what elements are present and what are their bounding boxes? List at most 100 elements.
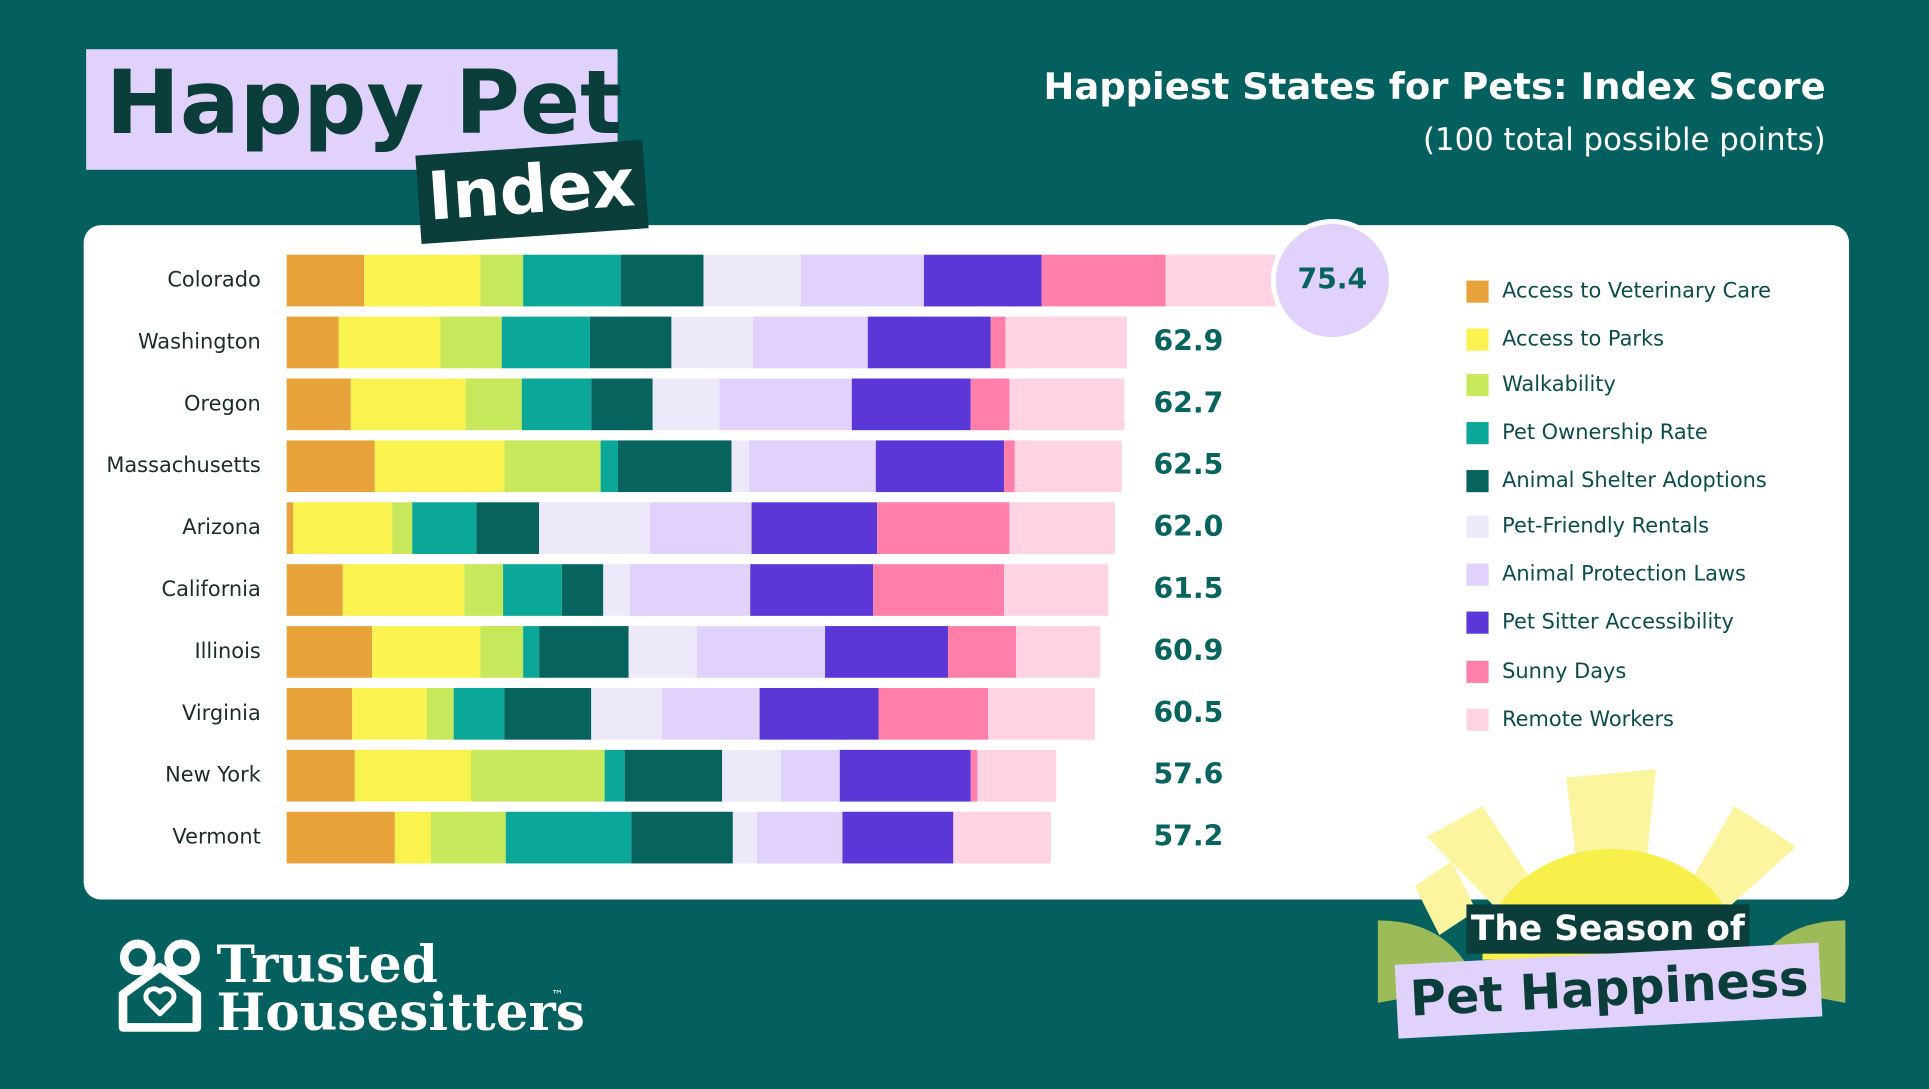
bar-segment bbox=[600, 440, 618, 493]
total-label: 61.5 bbox=[1154, 572, 1224, 605]
bar-segment bbox=[748, 440, 876, 493]
title: Happy Pet bbox=[106, 51, 623, 154]
chart-subtitle: (100 total possible points) bbox=[1423, 122, 1826, 158]
bar-segment bbox=[750, 564, 874, 616]
bar-segment bbox=[591, 687, 663, 740]
bar-segment bbox=[756, 811, 843, 864]
bar-segment bbox=[1004, 564, 1109, 616]
bar-segment bbox=[430, 811, 506, 864]
bar-segment bbox=[464, 564, 504, 616]
bar-segment bbox=[476, 502, 540, 554]
bar-segment bbox=[286, 378, 351, 431]
bar-segment bbox=[878, 687, 989, 740]
bar-segment bbox=[440, 316, 502, 369]
bar-segment bbox=[286, 749, 355, 802]
bar-segment bbox=[650, 502, 752, 554]
bar-segment bbox=[990, 316, 1006, 369]
category-label: Oregon bbox=[184, 391, 261, 415]
bar-segment bbox=[503, 564, 562, 616]
bar-segment bbox=[480, 254, 524, 307]
bar-segment bbox=[1009, 378, 1125, 431]
bar-segment bbox=[426, 687, 454, 740]
bar-segment bbox=[604, 749, 625, 802]
badge-line1: The Season of bbox=[1471, 909, 1746, 949]
bar-segment bbox=[1016, 626, 1101, 678]
category-label: California bbox=[162, 577, 261, 601]
bar-segment bbox=[523, 626, 540, 678]
trademark: ™ bbox=[551, 988, 563, 1002]
legend-label: Access to Veterinary Care bbox=[1502, 279, 1771, 303]
legend: Access to Veterinary Care Access to Parks… bbox=[1466, 279, 1771, 731]
legend-swatch bbox=[1466, 470, 1489, 493]
category-label: Arizona bbox=[182, 515, 261, 539]
bar-segment bbox=[631, 811, 733, 864]
category-label: New York bbox=[165, 763, 262, 787]
bar-segment bbox=[801, 254, 924, 307]
bar-segment bbox=[504, 687, 592, 740]
category-label: Illinois bbox=[194, 639, 260, 663]
bar-segment bbox=[923, 254, 1042, 307]
legend-label: Pet-Friendly Rentals bbox=[1502, 514, 1709, 538]
legend-swatch bbox=[1466, 422, 1489, 445]
bar-segment bbox=[286, 316, 339, 369]
chart-title: Happiest States for Pets: Index Score bbox=[1043, 65, 1825, 108]
bar-segment bbox=[505, 811, 632, 864]
legend-label: Walkability bbox=[1502, 372, 1616, 396]
total-label: 57.6 bbox=[1154, 758, 1224, 791]
bar-segment bbox=[751, 502, 878, 554]
legend-label: Pet Sitter Accessibility bbox=[1502, 610, 1734, 634]
bar-segment bbox=[539, 626, 629, 678]
category-label: Virginia bbox=[182, 701, 261, 725]
bar-segment bbox=[521, 378, 592, 431]
total-label: 62.7 bbox=[1154, 386, 1224, 419]
badge-box2 bbox=[1394, 942, 1823, 1039]
bar-segment bbox=[977, 749, 1057, 802]
legend-swatch bbox=[1466, 708, 1489, 731]
bar-segment bbox=[752, 316, 868, 369]
legend-label: Sunny Days bbox=[1502, 659, 1626, 683]
bar-segment bbox=[561, 564, 604, 616]
bar-segment bbox=[703, 254, 802, 307]
bar-segment bbox=[603, 564, 631, 616]
bar-segment bbox=[338, 316, 441, 369]
bar-segment bbox=[671, 316, 753, 369]
bar-segment bbox=[624, 749, 723, 802]
badge-tag: Pet Happiness bbox=[1394, 942, 1823, 1039]
bars: Colorado 75.4 Washington 62.9 Oregon 62.7 Mass… bbox=[106, 219, 1394, 864]
legend-swatch bbox=[1466, 563, 1489, 586]
bar-segment bbox=[354, 749, 472, 802]
legend-swatch bbox=[1466, 611, 1489, 634]
bar-segment bbox=[722, 749, 781, 802]
category-label: Massachusetts bbox=[106, 453, 260, 477]
category-label: Washington bbox=[138, 329, 261, 353]
total-label: 57.2 bbox=[1154, 820, 1224, 853]
bar-segment bbox=[286, 811, 395, 864]
bar-segment bbox=[501, 316, 590, 369]
bar-segment bbox=[286, 254, 365, 307]
bar-segment bbox=[719, 378, 852, 431]
legend-swatch bbox=[1466, 515, 1489, 538]
bar-segment bbox=[352, 687, 427, 740]
bar-segment bbox=[696, 626, 826, 678]
bar-segment bbox=[1005, 316, 1128, 369]
bar-segment bbox=[342, 564, 465, 616]
bar-segment bbox=[759, 687, 879, 740]
bar-segment bbox=[372, 626, 481, 678]
category-label: Vermont bbox=[172, 825, 260, 849]
legend-swatch bbox=[1466, 280, 1489, 303]
bar-segment bbox=[875, 440, 1005, 493]
logo-icon bbox=[118, 939, 202, 1032]
bar-segment bbox=[867, 316, 991, 369]
bar-segment bbox=[620, 254, 704, 307]
bar-segment bbox=[873, 564, 1005, 616]
bar-segment bbox=[877, 502, 1010, 554]
bar-segment bbox=[471, 749, 605, 802]
total-label: 62.9 bbox=[1154, 324, 1224, 357]
bar-segment bbox=[286, 564, 343, 616]
bar-segment bbox=[286, 687, 353, 740]
total-label: 60.9 bbox=[1154, 634, 1224, 667]
bar-segment bbox=[630, 564, 751, 616]
bar-segment bbox=[839, 749, 971, 802]
